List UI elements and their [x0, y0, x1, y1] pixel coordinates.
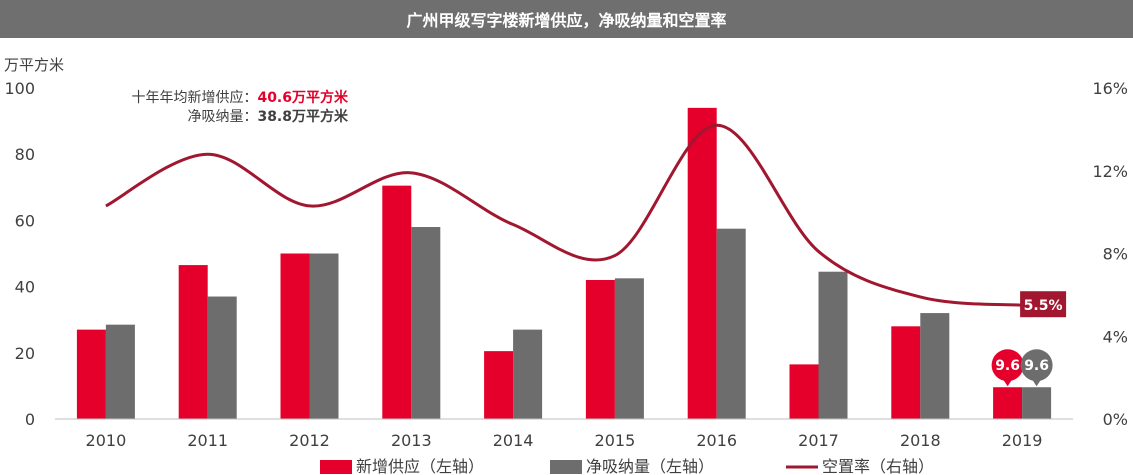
- y-left-unit-label: 万平方米: [4, 56, 64, 74]
- vacancy-line: [105, 123, 1023, 307]
- absorption-2019-bubble-circle: [1020, 349, 1053, 382]
- bar-supply-2010: [76, 329, 106, 419]
- x-tick-label: 2017: [798, 431, 839, 450]
- y-right-tick-label: 16%: [1092, 79, 1128, 98]
- y-left-tick-label: 40: [15, 278, 35, 297]
- y-right-tick-label: 4%: [1103, 327, 1128, 346]
- legend-swatch-absorption: [550, 460, 582, 474]
- x-tick-label: 2011: [187, 431, 228, 450]
- bar-absorption-2015: [614, 278, 644, 419]
- absorption-2019-data-label: 9.6: [1024, 358, 1049, 374]
- bar-absorption-2014: [513, 329, 543, 419]
- legend-label-vacancy: 空置率（右轴）: [822, 457, 934, 475]
- legend-label-supply: 新增供应（左轴）: [356, 457, 484, 475]
- bar-series: [76, 107, 1052, 420]
- x-tick-label: 2019: [1002, 431, 1043, 450]
- y-right-tick-label: 12%: [1092, 162, 1128, 181]
- x-tick-label: 2013: [391, 431, 432, 450]
- x-tick-label: 2016: [696, 431, 737, 450]
- bar-absorption-2019: [1022, 387, 1052, 419]
- supply-2019-data-label: 9.6: [995, 358, 1020, 374]
- bar-supply-2012: [280, 253, 310, 419]
- bar-supply-2019: [993, 387, 1023, 419]
- vacancy-data-label: 5.5%: [1024, 298, 1063, 314]
- bar-supply-2016: [687, 107, 717, 420]
- y-left-tick-label: 60: [15, 211, 35, 230]
- bar-supply-2014: [484, 351, 514, 419]
- y-right-axis: 0% 4% 8% 12% 16%: [1092, 79, 1128, 429]
- y-left-tick-label: 0: [25, 410, 35, 429]
- bar-absorption-2011: [207, 296, 237, 419]
- bar-supply-2017: [789, 364, 819, 419]
- annotation-line2: 净吸纳量：38.8万平方米: [187, 108, 349, 125]
- bar-supply-2018: [891, 326, 921, 419]
- legend-swatch-supply: [320, 460, 352, 474]
- y-left-axis: 0 20 40 60 80 100: [4, 79, 35, 429]
- y-right-tick-label: 0%: [1103, 410, 1128, 429]
- annotation-line1-label: 十年年均新增供应：: [131, 89, 257, 106]
- y-right-tick-label: 8%: [1103, 245, 1128, 264]
- bar-absorption-2010: [105, 324, 135, 419]
- bar-supply-2011: [178, 265, 208, 419]
- chart-title: 广州甲级写字楼新增供应，净吸纳量和空置率: [0, 0, 1133, 38]
- bar-absorption-2012: [309, 253, 339, 419]
- x-tick-label: 2018: [900, 431, 941, 450]
- bar-supply-2015: [585, 279, 615, 419]
- absorption-2019-bubble-pointer: [1030, 377, 1043, 387]
- vacancy-label-box: [1020, 291, 1067, 318]
- x-tick-label: 2014: [493, 431, 534, 450]
- legend: 新增供应（左轴） 净吸纳量（左轴） 空置率（右轴）: [320, 457, 934, 475]
- bar-supply-2013: [382, 185, 412, 419]
- y-left-tick-label: 80: [15, 145, 35, 164]
- x-tick-label: 2010: [86, 431, 127, 450]
- supply-2019-bubble-circle: [991, 349, 1024, 382]
- annotation-line2-value: 38.8万平方米: [257, 108, 349, 125]
- annotation-line2-label: 净吸纳量：: [187, 109, 257, 125]
- supply-2019-bubble: 9.6: [991, 349, 1024, 387]
- data-labels: 5.5% 9.6 9.6: [991, 291, 1067, 387]
- bar-absorption-2013: [411, 227, 441, 419]
- supply-2019-bubble-pointer: [1001, 377, 1014, 387]
- y-left-tick-label: 20: [15, 344, 35, 363]
- annotation-line1-value: 40.6万平方米: [257, 89, 349, 106]
- bar-absorption-2016: [716, 228, 746, 419]
- y-left-tick-label: 100: [4, 79, 35, 98]
- bar-absorption-2017: [818, 271, 848, 419]
- absorption-2019-bubble: 9.6: [1020, 349, 1053, 387]
- bar-absorption-2018: [920, 313, 950, 419]
- x-axis: 2010 2011 2012 2013 2014 2015 2016 2017 2018 2019: [86, 431, 1043, 450]
- x-tick-label: 2012: [289, 431, 330, 450]
- annotation-line1: 十年年均新增供应：40.6万平方米: [131, 89, 349, 106]
- x-tick-label: 2015: [595, 431, 636, 450]
- legend-label-absorption: 净吸纳量（左轴）: [586, 457, 714, 475]
